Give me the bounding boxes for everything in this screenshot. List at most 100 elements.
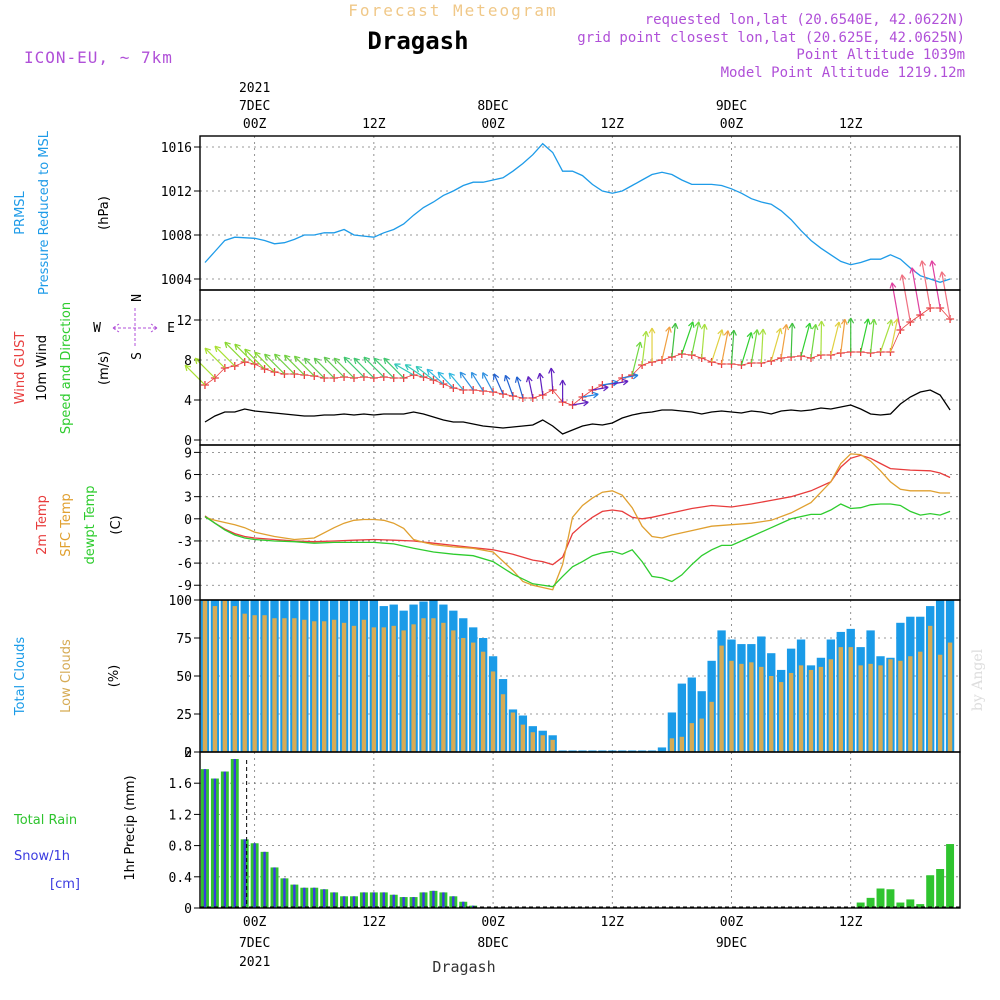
wind-arrow-head (648, 327, 656, 334)
wind-arrow-head (283, 354, 291, 362)
wind-arrow-head (204, 347, 211, 355)
y-tick-label: -3 (176, 535, 192, 550)
wind-arrow-head (886, 319, 894, 326)
low-cloud-bar (391, 625, 396, 752)
wind-arrow (264, 353, 285, 375)
y-tick-label: -6 (176, 557, 192, 572)
temp-dewpt-label: dewpt Temp (83, 485, 98, 564)
gust-marker (349, 374, 358, 382)
wind-arrow (504, 375, 514, 397)
wind-arrow (184, 364, 206, 386)
wind-arrow (879, 319, 893, 353)
side-labels: PRMSL Pressure Reduced to MSL (hPa) Wind GU… (13, 130, 138, 892)
wind-arrow (860, 318, 869, 353)
gust-marker (210, 374, 219, 382)
wind-arrow (889, 318, 899, 353)
wind-arrow-head (782, 324, 790, 331)
top-axis-hour: 00Z (481, 117, 505, 132)
snow-bar (303, 887, 306, 908)
snow-bar (452, 896, 455, 908)
wind-arrow (592, 386, 609, 391)
y-tick-label: 6 (184, 469, 192, 484)
rain-bar (896, 902, 905, 908)
snow-bar (362, 892, 366, 908)
wind-arrow (711, 329, 723, 363)
compass-s: S (130, 352, 145, 360)
wind-arrow (274, 353, 295, 375)
gust-line (204, 307, 951, 406)
pressure-frame (199, 135, 961, 291)
wind-arrow-head (700, 323, 708, 330)
y-tick-label: 3 (184, 491, 192, 506)
gust-marker (379, 373, 388, 381)
low-cloud-bar (928, 625, 933, 752)
wind-arrow-head (470, 371, 478, 379)
wind-arrow-head (548, 367, 555, 374)
wind-arrow (701, 324, 706, 359)
wind-arrow (572, 401, 589, 406)
compass-n: N (130, 294, 145, 302)
low-cloud-bar (759, 666, 764, 752)
low-cloud-bar (431, 618, 436, 752)
low-cloud-bar (828, 659, 834, 752)
low-cloud-bar (202, 600, 208, 752)
y-tick-label: 0 (184, 513, 192, 528)
low-cloud-bar (739, 663, 744, 752)
total-cloud-bar (608, 750, 617, 752)
precipitation-panel: 0 0.4 0.8 1.2 1.6 2 (169, 746, 960, 917)
wind-arrow (448, 372, 464, 391)
wind-arrow (437, 371, 454, 389)
low-cloud-bar (947, 642, 953, 752)
compass-e: E (167, 321, 175, 336)
wind-arrow (394, 363, 414, 376)
wind-arrow (294, 355, 315, 377)
wind-arrow (641, 331, 647, 366)
wind-arrow (343, 356, 365, 378)
wind-arrow-head (759, 328, 767, 335)
top-axis-day: 8DEC (477, 99, 508, 114)
low-cloud-bar (540, 735, 545, 752)
total-cloud-bar (588, 750, 597, 752)
gust-marker (677, 350, 686, 358)
low-cloud-bar (331, 619, 337, 752)
low-cloud-bar (222, 600, 228, 752)
wind-arrow-head (313, 357, 321, 365)
top-axis-hour: 12Z (362, 117, 386, 132)
low-cloud-bar (490, 671, 496, 752)
wind-arrow (470, 372, 484, 392)
rain-bar (856, 902, 865, 908)
wind-arrow (730, 330, 735, 365)
low-cloud-bar (441, 622, 446, 752)
low-cloud-bar (679, 736, 685, 752)
model-label: ICON-EU, ~ 7km (24, 48, 173, 67)
total-cloud-bar (677, 683, 687, 752)
pressure-label-msl: Pressure Reduced to MSL (37, 130, 52, 295)
wind-arrow-head (811, 323, 819, 331)
y-tick-label: 0 (184, 902, 192, 917)
total-cloud-bar (627, 750, 637, 752)
wind-arrow (720, 330, 729, 365)
y-tick-label: 1016 (161, 141, 192, 156)
credit-text: by Angel (970, 648, 986, 711)
wind-arrow (516, 376, 524, 399)
low-cloud-bar (530, 732, 535, 752)
wind-arrow-head (671, 322, 679, 329)
wind-arrow-head (363, 356, 370, 364)
wind-arrow (921, 260, 931, 309)
wind-10m-label: 10m Wind (35, 335, 50, 401)
wind-arrow-head (293, 355, 301, 363)
wind-arrow-head (264, 353, 271, 361)
wind-arrow-head (224, 341, 231, 349)
wind-arrow-head (503, 374, 511, 382)
y-tick-label: 1.2 (169, 808, 192, 823)
wind-arrow-head (437, 371, 444, 379)
wind-arrow (760, 329, 764, 364)
top-axis-year: 2021 (239, 81, 270, 96)
rain-bar (876, 888, 885, 908)
low-cloud-bar (282, 618, 287, 752)
y-tick-label: 0.8 (169, 840, 192, 855)
low-cloud-bar (461, 638, 466, 752)
bottom-axis-year: 2021 (239, 955, 270, 970)
wind-arrow (415, 365, 434, 381)
low-cloud-bar (749, 662, 754, 752)
